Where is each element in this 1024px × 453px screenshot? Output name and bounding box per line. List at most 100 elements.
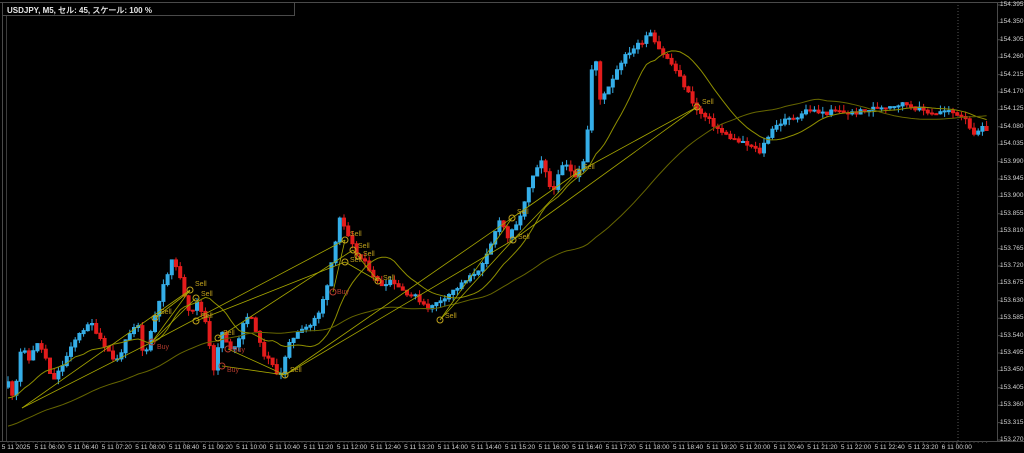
time-axis-label: 5 11 08:40 bbox=[168, 444, 200, 451]
trade-entry-circle-icon bbox=[224, 345, 232, 353]
price-axis-label: 153.630 bbox=[1000, 296, 1024, 304]
price-axis-label: 153.675 bbox=[1000, 279, 1024, 287]
trade-marker-label: Sell bbox=[358, 243, 370, 250]
price-axis-label: 154.035 bbox=[1000, 140, 1024, 148]
trade-entry-circle-icon bbox=[214, 334, 222, 342]
trade-marker-label: Sell bbox=[290, 367, 302, 374]
price-axis-label: 153.585 bbox=[1000, 314, 1024, 322]
trade-marker-label: Sell bbox=[702, 99, 714, 106]
time-axis-label: 5 11 22:40 bbox=[874, 444, 905, 451]
trade-marker-sell: Sell bbox=[341, 231, 362, 244]
time-axis-label: 5 11 09:20 bbox=[202, 444, 233, 451]
trade-marker-sell: Sell bbox=[574, 164, 595, 176]
trade-marker-label: Sell bbox=[160, 309, 172, 316]
trade-entry-circle-icon bbox=[341, 258, 349, 266]
trade-marker-sell: Sell bbox=[192, 291, 213, 302]
price-axis-label: 153.360 bbox=[1000, 401, 1024, 409]
trade-entry-circle-icon bbox=[574, 168, 582, 176]
trade-marker-sell: Sell bbox=[151, 309, 172, 322]
trade-history-lines bbox=[21, 106, 698, 409]
trade-marker-label: Buy bbox=[337, 289, 350, 296]
trade-marker-sell: Sell bbox=[214, 330, 235, 342]
trade-marker-sell: Sell bbox=[436, 313, 457, 324]
trade-entry-circle-icon bbox=[151, 314, 159, 322]
trade-entry-circle-icon bbox=[349, 246, 357, 254]
trade-marker-label: Sell bbox=[201, 291, 213, 298]
price-axis-label: 154.395 bbox=[1000, 1, 1024, 8]
trade-entry-circle-icon bbox=[329, 288, 337, 296]
trade-marker-sell: Sell bbox=[354, 251, 375, 260]
time-axis-label: 5 11 07:20 bbox=[101, 444, 132, 451]
trade-marker-sell: Sell bbox=[192, 313, 213, 325]
time-axis-label: 5 11 21:20 bbox=[807, 444, 838, 451]
price-axis-label: 153.540 bbox=[1000, 331, 1024, 339]
trade-entry-circle-icon bbox=[186, 286, 194, 294]
trade-entry-circle-icon bbox=[436, 316, 444, 324]
trade-marker-label: Buy bbox=[227, 367, 240, 374]
price-axis-label: 154.350 bbox=[1000, 18, 1024, 26]
price-axis-label: 153.720 bbox=[1000, 262, 1024, 269]
trade-marker-label: Sell bbox=[445, 313, 457, 320]
trade-entry-circle-icon bbox=[218, 362, 226, 370]
price-axis-label: 153.315 bbox=[1000, 418, 1024, 426]
time-axis-label: 5 11 2025 bbox=[1, 444, 31, 451]
time-axis-label: 5 11 06:40 bbox=[68, 444, 99, 451]
trade-marker-sell: Sell bbox=[341, 257, 362, 266]
time-axis-label: 5 11 10:40 bbox=[269, 444, 300, 451]
time-axis-label: 5 11 20:40 bbox=[773, 444, 804, 451]
time-axis-label: 5 11 15:20 bbox=[504, 444, 536, 451]
price-axis-label: 154.260 bbox=[1000, 53, 1024, 61]
time-axis-label: 5 11 13:20 bbox=[404, 444, 435, 451]
time-axis-label: 5 11 12:40 bbox=[370, 444, 401, 451]
trade-marker-label: Buy bbox=[157, 344, 170, 351]
trade-marker-buy: Buy bbox=[218, 362, 240, 374]
price-axis-label: 154.125 bbox=[1000, 105, 1024, 113]
time-axis-label: 5 11 23:20 bbox=[908, 444, 939, 451]
trade-marker-label: Sell bbox=[363, 251, 375, 258]
time-axis-label: 5 11 08:00 bbox=[135, 444, 166, 451]
trade-marker-sell: Sell bbox=[374, 275, 395, 285]
trade-entry-circle-icon bbox=[508, 214, 516, 222]
trade-entry-circle-icon bbox=[341, 236, 349, 244]
time-axis-label: 5 11 16:40 bbox=[572, 444, 603, 451]
trade-marker-sell: Sell bbox=[508, 209, 529, 222]
price-axis-label: 153.405 bbox=[1000, 383, 1024, 391]
trade-marker-label: Sell bbox=[201, 313, 213, 320]
trade-marker-label: Sell bbox=[383, 275, 395, 282]
price-axis-label: 154.305 bbox=[1000, 35, 1024, 43]
chart-title-box: USDJPY, M5, セル: 45, スケール: 100 % bbox=[2, 2, 295, 16]
trade-entry-circle-icon bbox=[374, 277, 382, 285]
price-axis-ticks bbox=[997, 4, 1002, 441]
trade-marker-sell: Sell bbox=[509, 234, 530, 244]
price-axis-label: 153.495 bbox=[1000, 349, 1024, 356]
price-axis-label: 153.945 bbox=[1000, 175, 1024, 182]
trade-marker-label: Buy bbox=[233, 347, 246, 354]
time-axis-label: 5 11 18:00 bbox=[639, 444, 670, 451]
trade-marker-label: Sell bbox=[583, 164, 595, 171]
trade-entry-circle-icon bbox=[509, 236, 517, 244]
time-axis-label: 5 11 19:20 bbox=[706, 444, 737, 451]
trade-marker-label: Sell bbox=[350, 257, 362, 264]
price-axis-label: 153.270 bbox=[1000, 436, 1024, 441]
time-axis-label: 5 11 17:20 bbox=[605, 444, 636, 451]
price-axis-label: 153.900 bbox=[1000, 192, 1024, 200]
time-axis-minor-ticks bbox=[7, 441, 988, 443]
candles-up bbox=[6, 29, 985, 401]
time-axis-major-ticks bbox=[15, 441, 958, 445]
trade-marker-sell: Sell bbox=[281, 367, 302, 379]
price-axis-label: 153.855 bbox=[1000, 209, 1024, 217]
price-axis[interactable]: 154.395 154.350 154.305 154.260 154.215 154.1… bbox=[998, 0, 1024, 441]
trade-entry-circle-icon bbox=[693, 103, 701, 111]
trade-marker-sell: Sell bbox=[693, 99, 714, 111]
price-axis-label: 154.170 bbox=[1000, 88, 1024, 95]
time-axis[interactable]: 5 11 2025 5 11 06:00 5 11 06:40 5 11 07:20 5… bbox=[0, 443, 1024, 453]
trade-entry-circle-icon bbox=[148, 338, 156, 346]
trade-entry-circle-icon bbox=[192, 294, 200, 302]
trade-marker-label: Sell bbox=[223, 330, 235, 337]
price-axis-label: 154.080 bbox=[1000, 122, 1024, 130]
trade-marker-label: Sell bbox=[195, 281, 207, 288]
trade-marker-sell: Sell bbox=[186, 281, 207, 294]
time-axis-label: 5 11 06:00 bbox=[34, 444, 65, 451]
